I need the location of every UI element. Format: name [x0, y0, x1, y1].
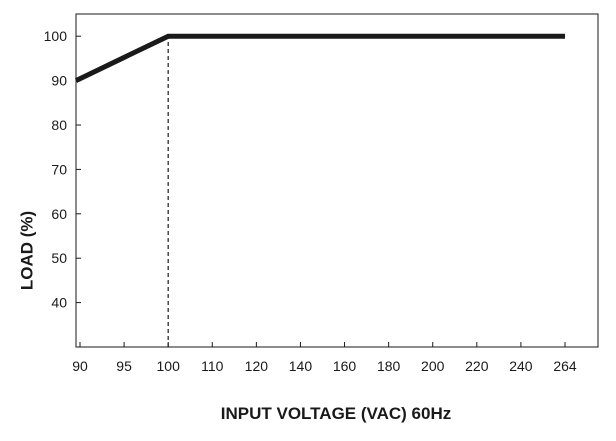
x-tick-label: 140: [289, 358, 313, 374]
y-tick-label: 60: [51, 206, 67, 222]
series-line: [74, 33, 565, 83]
x-tick-label: 240: [509, 358, 533, 374]
x-tick-label: 264: [553, 358, 577, 374]
series-layer: [74, 33, 565, 83]
x-axis: 90 95 100 110 120 140 160 180 200 220 240 264: [72, 342, 577, 374]
x-tick-label: 220: [465, 358, 489, 374]
x-tick-label: 110: [201, 358, 224, 374]
y-axis: 40 50 60 70 80 90 100: [44, 28, 81, 311]
y-tick-label: 70: [51, 161, 67, 177]
x-tick-label: 90: [72, 358, 88, 374]
y-tick-label: 50: [51, 250, 67, 266]
x-tick-label: 200: [421, 358, 445, 374]
plot-frame: [75, 13, 599, 348]
x-tick-label: 160: [333, 358, 357, 374]
x-tick-label: 180: [377, 358, 401, 374]
y-tick-label: 100: [44, 28, 68, 44]
y-axis-title: LOAD (%): [17, 211, 36, 290]
x-tick-label: 120: [245, 358, 269, 374]
y-tick-label: 40: [51, 295, 67, 311]
x-tick-label: 95: [116, 358, 132, 374]
y-tick-label: 90: [51, 73, 67, 89]
y-tick-label: 80: [51, 117, 67, 133]
x-axis-title: INPUT VOLTAGE (VAC) 60Hz: [221, 404, 451, 423]
x-tick-label: 100: [157, 358, 181, 374]
